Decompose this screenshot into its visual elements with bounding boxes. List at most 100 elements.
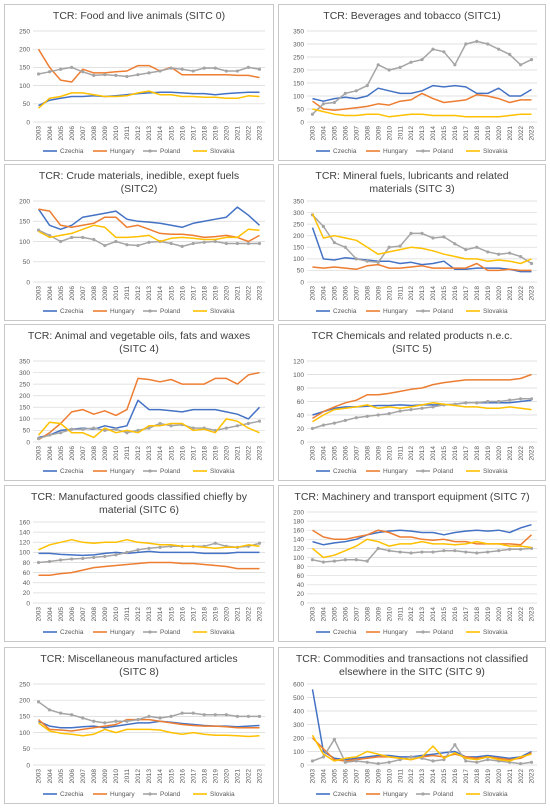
data-point-poland [387,68,391,72]
legend-label: Czechia [60,791,84,798]
legend-label: Poland [160,791,181,798]
y-tick-label: 250 [19,381,30,388]
series-line-hungary [38,718,260,732]
chart-title: (SITC2) [121,183,158,195]
legend-label: Hungary [110,308,135,315]
chart-title: TCR: Animal and vegetable oils, fats and… [28,330,250,342]
legend-label: Slovakia [483,308,508,315]
x-tick-label: 2010 [113,286,120,301]
chart-panel-sitc4: TCR: Animal and vegetable oils, fats and… [4,324,274,481]
data-point-poland [442,549,446,553]
data-point-poland [169,241,173,246]
y-tick-label: 200 [293,509,304,516]
y-tick-label: 60 [297,573,305,580]
x-tick-label: 2005 [58,286,65,301]
data-point-poland [310,759,315,763]
x-tick-label: 2010 [386,607,393,622]
x-tick-label: 2023 [257,286,264,301]
x-tick-label: 2017 [190,769,197,784]
x-tick-label: 2014 [430,607,437,622]
y-tick-label: 120 [19,540,30,547]
y-tick-label: 500 [293,695,304,702]
legend-label: Slovakia [210,791,235,798]
data-point-poland [147,714,151,718]
data-point-poland [158,421,162,426]
x-tick-label: 2019 [485,607,492,622]
data-point-poland [224,241,228,246]
legend-label: Hungary [383,629,408,636]
chart-svg: TCR: Beverages and tobacco (SITC1) 0 50 100… [293,10,537,155]
legend-label: Czechia [333,308,357,315]
x-tick-label: 2018 [474,126,481,141]
x-tick-label: 2003 [36,769,43,784]
legend-label: Poland [160,629,181,636]
data-point-poland [343,91,347,95]
legend-label: Czechia [60,629,84,636]
y-tick-label: 20 [23,590,31,597]
chart-title: TCR: Manufactured goods classified chief… [31,491,248,503]
x-tick-label: 2023 [529,286,536,301]
x-tick-label: 2004 [321,607,328,622]
data-point-poland [257,541,262,545]
data-point-poland [36,560,41,565]
data-point-poland [114,239,118,244]
x-tick-label: 2016 [179,769,186,784]
legend-label: Czechia [333,468,357,475]
y-tick-label: 20 [297,426,305,433]
x-tick-label: 2007 [353,126,360,141]
data-point-poland [398,550,402,554]
data-point-poland [343,760,347,764]
series-line-slovakia [312,402,532,423]
x-tick-label: 2020 [224,126,231,141]
data-point-poland [453,549,457,553]
y-tick-label: 200 [19,47,30,54]
x-tick-label: 2017 [463,126,470,141]
data-point-poland [59,558,63,562]
x-tick-label: 2022 [246,607,253,622]
x-tick-label: 2012 [135,769,142,784]
y-tick-label: 100 [19,83,30,90]
x-tick-label: 2019 [212,607,219,622]
data-point-poland [213,541,217,545]
data-point-poland [180,67,184,71]
x-tick-label: 2004 [321,126,328,141]
x-tick-label: 2010 [386,769,393,784]
data-point-poland [508,52,512,57]
x-tick-label: 2012 [408,126,415,141]
x-tick-label: 2005 [332,769,339,784]
x-tick-label: 2012 [408,446,415,461]
data-point-poland [475,39,479,44]
data-point-poland [321,102,326,106]
y-tick-label: 50 [23,259,31,266]
x-tick-label: 2013 [419,769,426,784]
data-point-poland [464,550,468,554]
y-tick-label: 300 [293,722,304,729]
data-point-poland [125,719,129,723]
chart-panel-sitc9: TCR: Commodities and transactions not cl… [278,647,546,804]
data-point-poland [169,66,173,70]
legend-label: Hungary [383,308,408,315]
legend-label: Poland [433,629,454,636]
y-tick-label: 350 [293,198,304,205]
data-point-poland [81,427,85,431]
data-point-poland [398,409,402,413]
x-tick-label: 2019 [212,769,219,784]
data-point-poland [136,428,140,433]
data-point-poland [442,50,446,54]
data-point-poland [114,73,118,78]
x-tick-label: 2014 [157,607,164,622]
data-point-poland [365,84,369,88]
x-tick-label: 2014 [157,126,164,141]
data-point-poland [376,63,380,67]
x-tick-label: 2010 [386,446,393,461]
x-tick-label: 2016 [452,607,459,622]
data-point-poland [518,63,523,67]
series-line-poland [311,40,532,115]
data-point-poland [180,244,184,248]
x-tick-label: 2021 [235,446,242,461]
data-point-poland [529,58,534,62]
data-point-poland [497,399,501,404]
data-point-poland [202,66,206,70]
y-tick-label: 150 [293,80,304,87]
x-tick-label: 2005 [332,446,339,461]
